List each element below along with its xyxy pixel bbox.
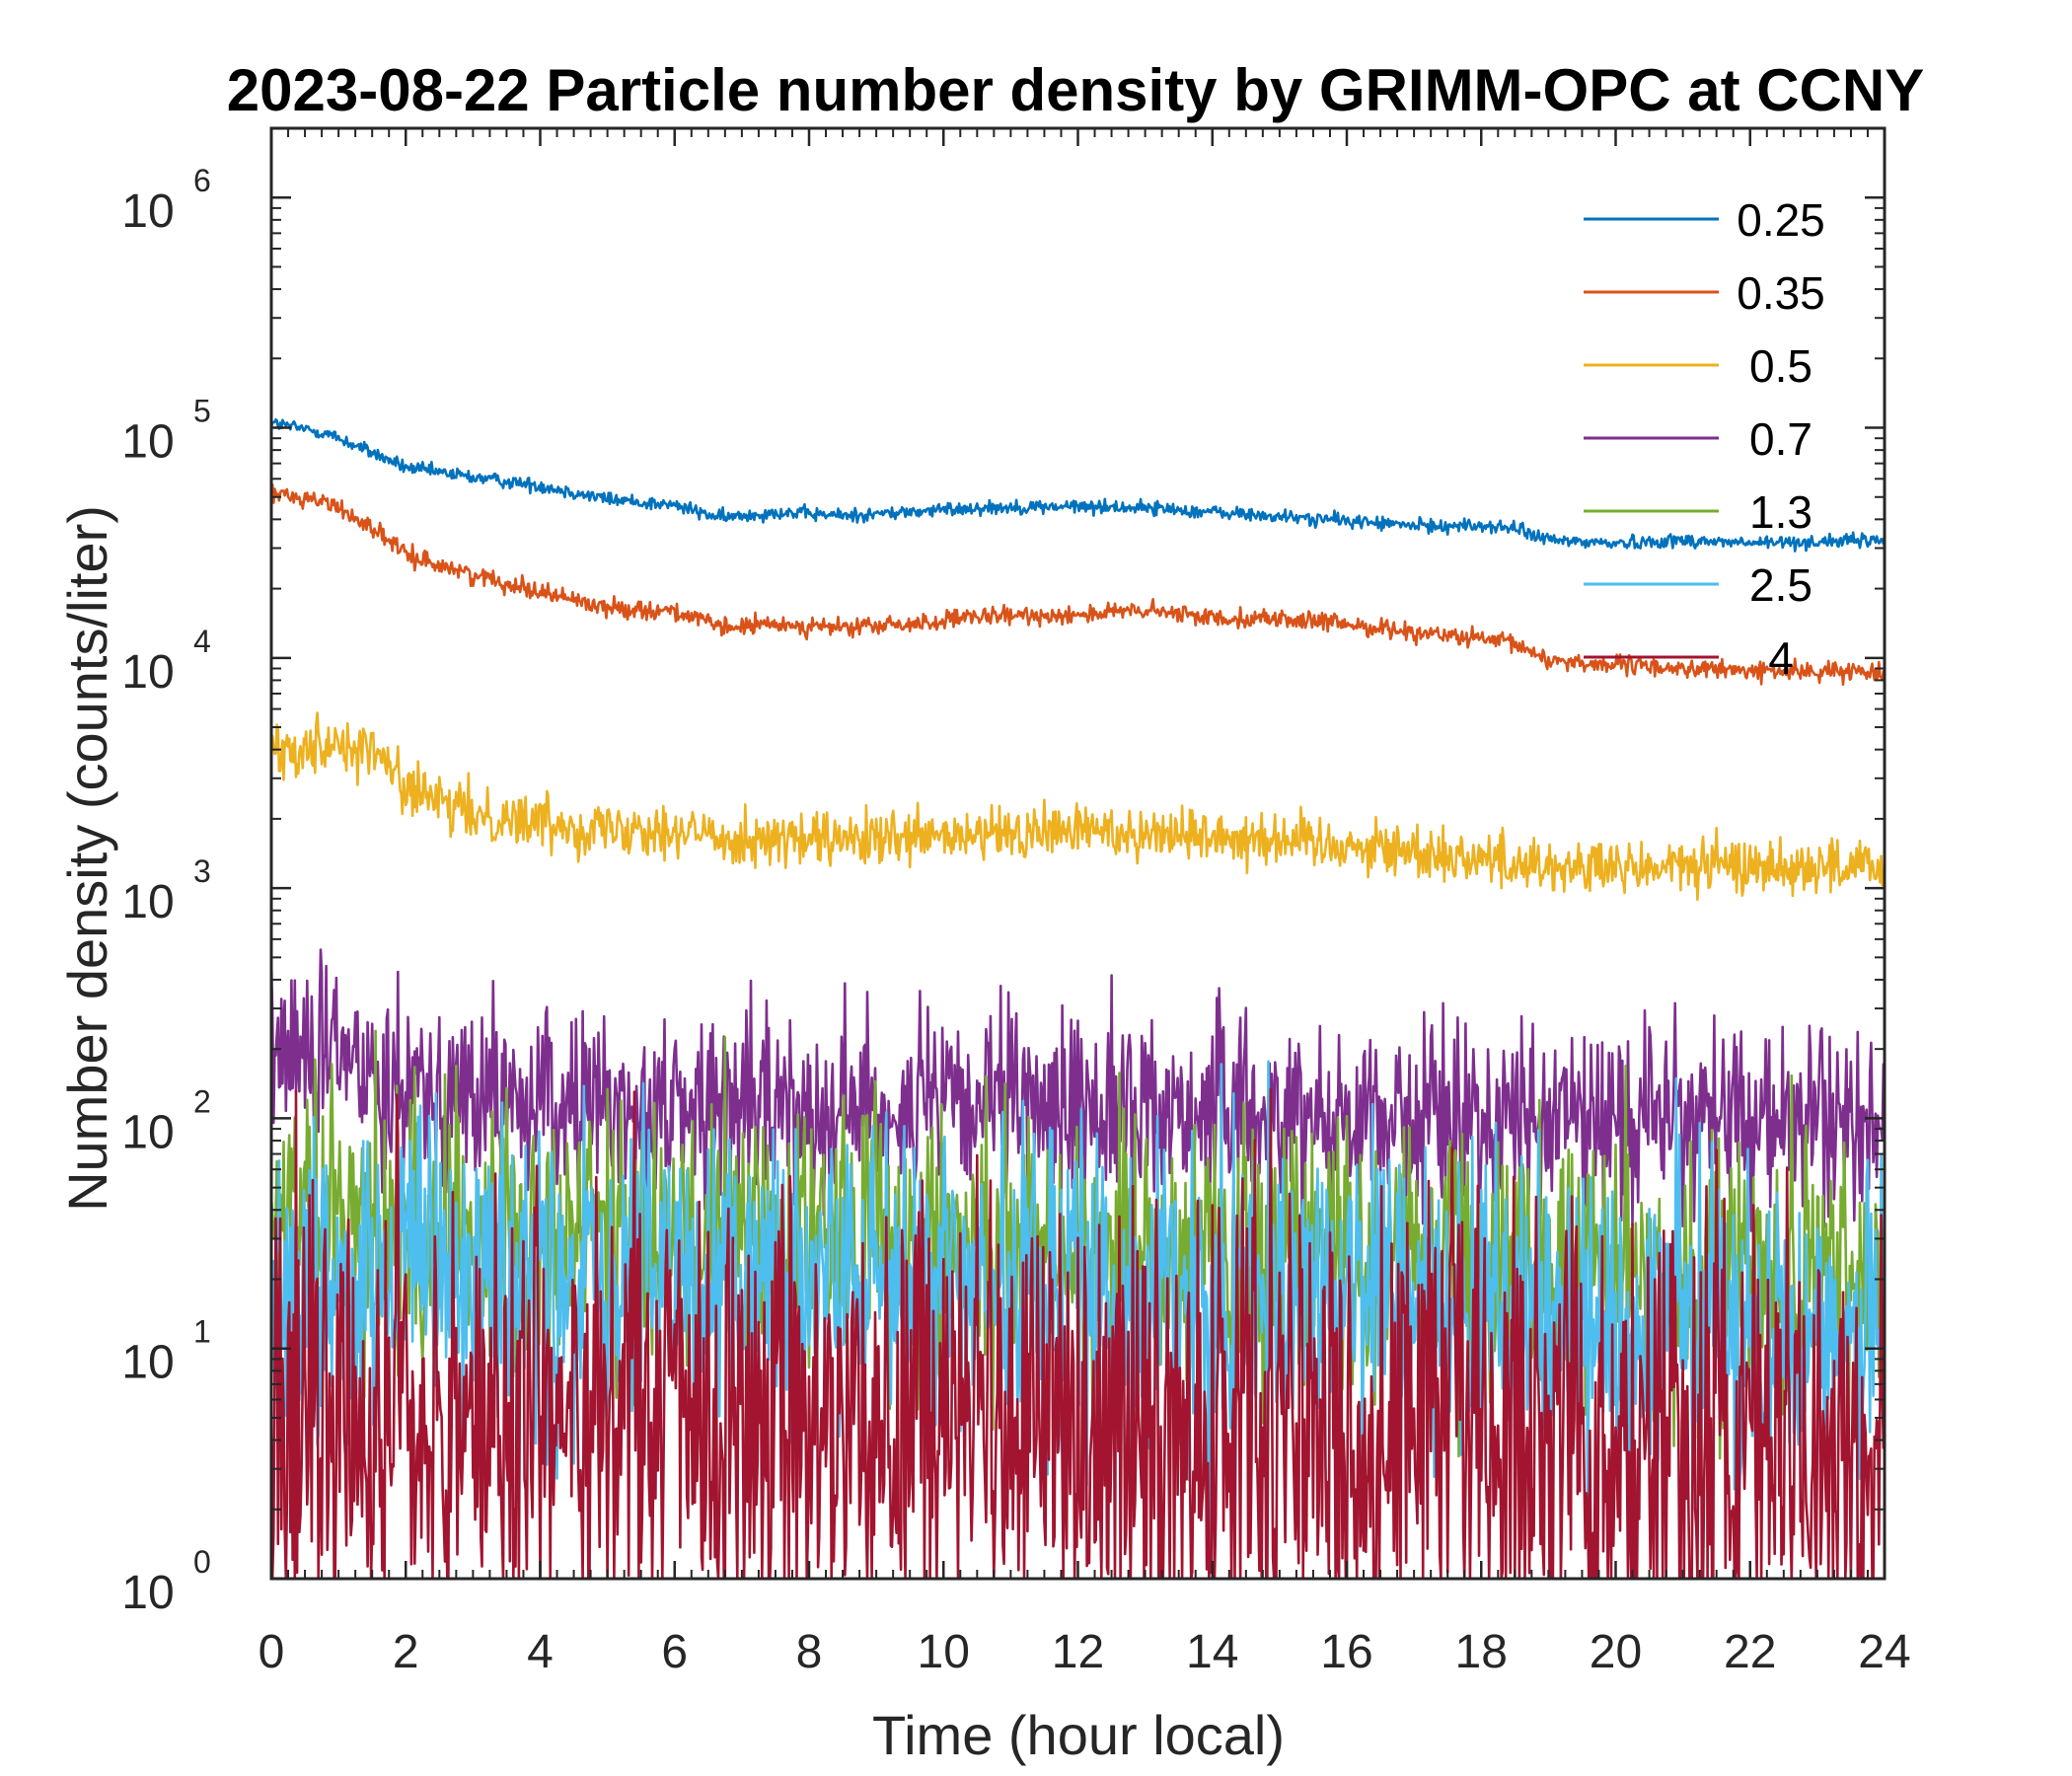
x-tick-label: 12 xyxy=(1052,1626,1104,1678)
series-line-0.35 xyxy=(269,482,1887,687)
x-tick-label: 8 xyxy=(796,1626,823,1678)
x-tick-label: 16 xyxy=(1320,1626,1372,1678)
y-axis-title: Number density (counts/liter) xyxy=(56,505,118,1212)
legend-label-0.5: 0.5 xyxy=(1749,340,1813,392)
x-tick-label: 20 xyxy=(1590,1626,1642,1678)
series-line-0.5 xyxy=(269,711,1887,902)
y-tick-label: 10 xyxy=(121,1337,174,1389)
chart-title: 2023-08-22 Particle number density by GR… xyxy=(227,57,1925,123)
x-tick-label: 6 xyxy=(661,1626,688,1678)
y-tick-exponent: 6 xyxy=(193,163,211,198)
x-tick-label: 4 xyxy=(527,1626,554,1678)
x-axis-title: Time (hour local) xyxy=(872,1704,1285,1766)
y-tick-exponent: 5 xyxy=(193,394,211,429)
legend-label-1.3: 1.3 xyxy=(1749,486,1813,538)
legend-label-0.7: 0.7 xyxy=(1749,413,1813,465)
y-tick-label: 10 xyxy=(121,646,174,699)
legend-label-0.25: 0.25 xyxy=(1737,194,1825,246)
series-layer xyxy=(269,417,1887,1581)
y-tick-label: 10 xyxy=(121,1567,174,1619)
series-line-0.25 xyxy=(269,417,1887,553)
legend-label-4: 4 xyxy=(1768,632,1794,684)
x-tick-label: 0 xyxy=(259,1626,285,1678)
x-tick-label: 24 xyxy=(1858,1626,1910,1678)
x-tick-label: 18 xyxy=(1455,1626,1508,1678)
y-tick-exponent: 4 xyxy=(193,624,211,659)
y-tick-exponent: 2 xyxy=(193,1083,211,1119)
x-tick-label: 2 xyxy=(393,1626,419,1678)
axes-layer: 0 2 4 6 8 10 12 14 16 18 20 22 241001011021031041051… xyxy=(121,126,1911,1678)
series-line-0.7 xyxy=(269,948,1887,1243)
x-tick-label: 10 xyxy=(918,1626,970,1678)
y-tick-exponent: 0 xyxy=(193,1544,211,1580)
y-tick-label: 10 xyxy=(121,185,174,238)
y-tick-exponent: 3 xyxy=(193,853,211,889)
y-tick-label: 10 xyxy=(121,876,174,928)
y-tick-exponent: 1 xyxy=(193,1314,211,1350)
x-tick-label: 22 xyxy=(1724,1626,1776,1678)
legend-label-2.5: 2.5 xyxy=(1749,559,1813,611)
y-tick-label: 10 xyxy=(121,1106,174,1158)
legend: 0.25 0.35 0.5 0.7 1.3 2.5 4 xyxy=(1584,194,1825,684)
x-tick-label: 14 xyxy=(1186,1626,1238,1678)
series-line-2.5 xyxy=(269,1060,1887,1548)
legend-label-0.35: 0.35 xyxy=(1737,267,1825,319)
y-tick-label: 10 xyxy=(121,416,174,469)
